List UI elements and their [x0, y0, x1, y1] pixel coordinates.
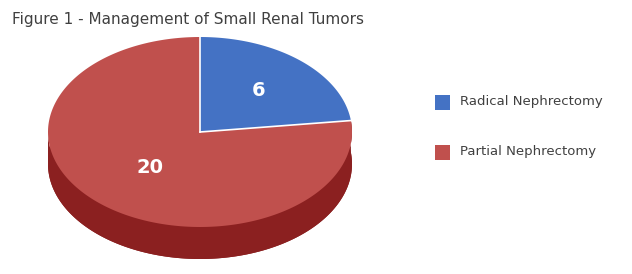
Bar: [435, 144, 450, 159]
Polygon shape: [48, 37, 352, 227]
Polygon shape: [200, 37, 351, 132]
Text: Radical Nephrectomy: Radical Nephrectomy: [460, 96, 603, 109]
Polygon shape: [48, 121, 352, 259]
Polygon shape: [48, 69, 352, 259]
Bar: [435, 95, 450, 110]
Text: 6: 6: [252, 81, 265, 100]
Text: 20: 20: [136, 158, 163, 177]
Text: Partial Nephrectomy: Partial Nephrectomy: [460, 145, 596, 158]
Text: Figure 1 - Management of Small Renal Tumors: Figure 1 - Management of Small Renal Tum…: [12, 12, 364, 27]
